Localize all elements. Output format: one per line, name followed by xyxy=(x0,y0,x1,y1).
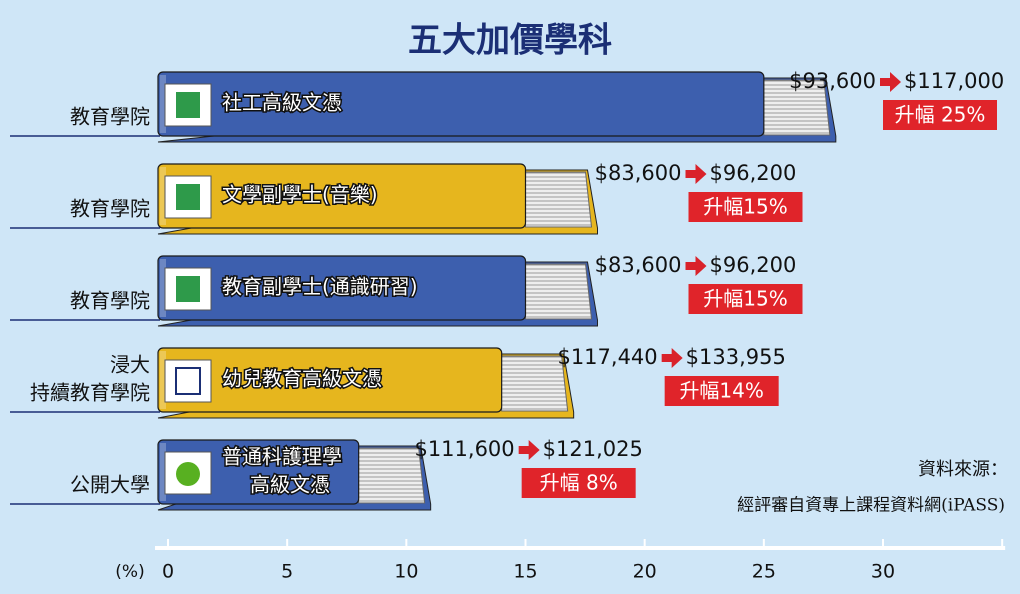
source-text: 經評審自資專上課程資料網(iPASS) xyxy=(737,496,1005,516)
logo-mark xyxy=(176,184,200,210)
value-label: 升幅14% xyxy=(679,379,763,403)
course-label: 高級文憑 xyxy=(250,473,330,497)
old-fee: $93,600 xyxy=(789,69,876,93)
x-tick-label: 10 xyxy=(394,561,418,583)
bar xyxy=(157,71,765,137)
value-label: 升幅15% xyxy=(703,195,787,219)
value-label: 升幅15% xyxy=(703,287,787,311)
value-label: 升幅 25% xyxy=(895,103,986,127)
value-label-box xyxy=(688,192,803,222)
book-spine xyxy=(160,259,166,317)
bar xyxy=(157,163,527,229)
x-axis-label: (%) xyxy=(115,562,144,582)
book-spine xyxy=(160,443,166,501)
chart-title: 五大加價學科 xyxy=(408,21,612,61)
logo-mark xyxy=(176,462,200,486)
old-fee: $117,440 xyxy=(557,345,657,369)
logo-mark xyxy=(175,367,201,395)
new-fee: $96,200 xyxy=(710,161,797,185)
fee-arrow xyxy=(661,348,683,368)
course-label: 教育副學士(通識研習) xyxy=(222,275,418,299)
category-label: 教育學院 xyxy=(70,197,150,221)
category-label: 公開大學 xyxy=(70,473,150,497)
bar xyxy=(157,347,503,413)
old-fee: $83,600 xyxy=(595,253,682,277)
x-tick-label: 5 xyxy=(281,561,293,583)
logo-mark xyxy=(176,276,200,302)
source-label: 資料來源： xyxy=(918,459,1008,480)
value-label: 升幅 8% xyxy=(540,471,618,495)
logo-mark xyxy=(176,92,200,118)
course-label: 幼兒教育高級文憑 xyxy=(222,367,382,391)
value-label-box xyxy=(688,284,803,314)
old-fee: $83,600 xyxy=(595,161,682,185)
x-tick-label: 20 xyxy=(633,561,657,583)
category-label: 教育學院 xyxy=(70,289,150,313)
value-label-box xyxy=(664,376,779,406)
category-label: 持續教育學院 xyxy=(30,381,150,405)
x-tick-label: 25 xyxy=(752,561,776,583)
x-tick-label: 0 xyxy=(162,561,174,583)
fee-arrow xyxy=(518,440,540,460)
book-spine xyxy=(160,167,166,225)
book-pages xyxy=(522,171,593,228)
bar xyxy=(157,255,527,321)
new-fee: $133,955 xyxy=(686,345,786,369)
value-label-box xyxy=(521,468,636,498)
fee-arrow xyxy=(685,164,707,184)
course-label: 社工高級文憑 xyxy=(222,91,342,115)
logo xyxy=(164,451,212,495)
new-fee: $117,000 xyxy=(904,69,1004,93)
book-spine xyxy=(160,75,166,133)
x-tick-label: 30 xyxy=(871,561,895,583)
new-fee: $96,200 xyxy=(710,253,797,277)
x-tick-label: 15 xyxy=(513,561,537,583)
book-pages xyxy=(522,263,593,320)
old-fee: $111,600 xyxy=(414,437,514,461)
category-label: 教育學院 xyxy=(70,105,150,129)
fee-arrow xyxy=(685,256,707,276)
fee-arrow xyxy=(880,72,901,92)
category-label: 浸大 xyxy=(110,353,150,377)
book-spine xyxy=(160,351,166,409)
new-fee: $121,025 xyxy=(543,437,643,461)
value-label-box xyxy=(883,100,997,130)
course-label: 文學副學士(音樂) xyxy=(222,183,378,207)
course-label: 普通科護理學 xyxy=(222,445,342,469)
